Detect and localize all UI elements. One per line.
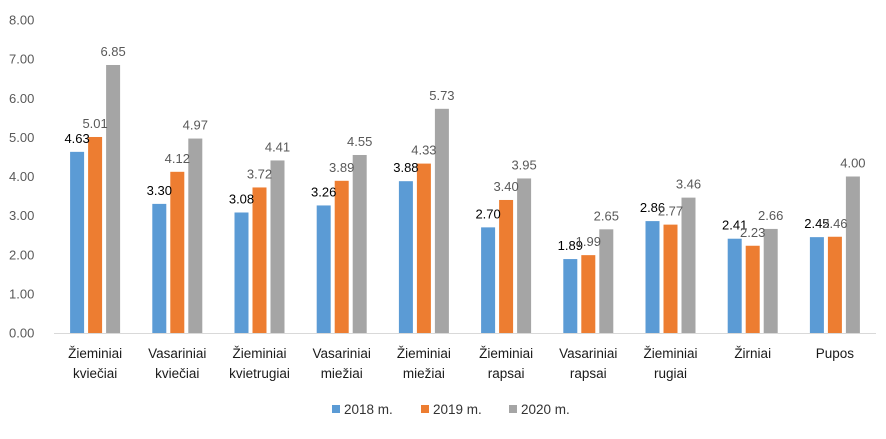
data-label: 2.70	[475, 206, 500, 221]
data-label: 1.89	[558, 238, 583, 253]
y-tick-label: 6.00	[9, 91, 34, 106]
category-label: Vasariniai kviečiai	[148, 346, 206, 381]
legend-swatch	[421, 405, 429, 413]
data-label: 4.97	[183, 118, 208, 133]
y-tick-label: 5.00	[9, 130, 34, 145]
data-label: 4.63	[64, 131, 89, 146]
bar-2018m	[727, 238, 742, 333]
data-label: 3.95	[511, 157, 536, 172]
y-tick-label: 4.00	[9, 169, 34, 184]
category-labels: Žieminiai kviečiai Vasariniai kviečiai Žiemi…	[68, 346, 854, 381]
category-label: Žieminiai kvietrugiai	[229, 346, 290, 381]
data-label: 4.00	[840, 156, 865, 171]
data-label: 3.88	[393, 160, 418, 175]
bar-2019m	[334, 180, 349, 333]
bar-2019m	[252, 187, 267, 333]
legend-swatch	[332, 405, 340, 413]
bar-2020m	[106, 64, 121, 334]
bar-2018m	[645, 221, 660, 333]
bar-2020m	[845, 176, 860, 333]
category-label: Žieminiai kviečiai	[68, 346, 122, 381]
data-label: 4.33	[411, 143, 436, 158]
bar-2019m	[416, 163, 431, 333]
bar-2018m	[234, 212, 249, 333]
data-label: 2.46	[822, 216, 847, 231]
bar-2019m	[827, 236, 842, 333]
category-label: Žieminiai rugiai	[643, 346, 697, 381]
bar-2020m	[517, 178, 532, 333]
data-label: 4.41	[265, 139, 290, 154]
data-label: 1.99	[576, 234, 601, 249]
category-label: Pupos	[816, 346, 855, 361]
data-label: 2.41	[722, 218, 747, 233]
bar-2018m	[809, 237, 824, 333]
data-label: 3.26	[311, 184, 336, 199]
data-label: 2.65	[594, 208, 619, 223]
data-label: 3.72	[247, 166, 272, 181]
y-tick-label: 0.00	[9, 326, 34, 341]
data-label: 2.23	[740, 225, 765, 240]
data-label: 3.08	[229, 191, 254, 206]
bar-2019m	[745, 245, 760, 333]
y-tick-label: 8.00	[9, 13, 34, 28]
y-tick-label: 3.00	[9, 208, 34, 223]
data-label: 3.89	[329, 160, 354, 175]
legend-label: 2019 m.	[433, 402, 482, 417]
legend-label: 2020 m.	[521, 402, 570, 417]
data-label: 2.45	[804, 216, 829, 231]
y-tick-label: 1.00	[9, 286, 34, 301]
bar-2018m	[563, 259, 578, 333]
category-label: Žieminiai miežiai	[397, 346, 451, 381]
y-axis-ticks: 0.00 1.00 2.00 3.00 4.00 5.00 6.00 7.00 8.00	[9, 13, 34, 341]
bar-2019m	[88, 136, 103, 333]
category-label: Žieminiai rapsai	[479, 346, 533, 381]
bar-2018m	[70, 151, 85, 333]
bar-2018m	[152, 203, 167, 333]
data-label: 2.86	[640, 200, 665, 215]
legend-label: 2018 m.	[344, 402, 393, 417]
bar-2020m	[270, 160, 285, 333]
y-tick-label: 7.00	[9, 52, 34, 67]
bar-2018m	[481, 227, 496, 333]
data-labels: 4.635.01 6.85 3.30 4.12 4.97 3.08 3.72 4.41 3.26…	[64, 44, 865, 253]
data-label: 4.12	[165, 151, 190, 166]
data-label: 2.77	[658, 204, 683, 219]
category-label: Vasariniai rapsai	[559, 346, 617, 381]
bar-2019m	[499, 199, 514, 333]
bar-2018m	[398, 181, 413, 333]
bar-2020m	[188, 138, 203, 333]
category-label: Vasariniai miežiai	[313, 346, 371, 381]
bar-2020m	[763, 228, 778, 333]
bar-2019m	[663, 224, 678, 333]
category-label: Žirniai	[734, 346, 771, 361]
bar-2020m	[599, 229, 614, 333]
data-label: 4.55	[347, 134, 372, 149]
y-tick-label: 2.00	[9, 247, 34, 262]
bars	[70, 64, 860, 334]
data-label: 2.66	[758, 208, 783, 223]
bar-2019m	[170, 171, 185, 333]
data-label: 3.40	[493, 179, 518, 194]
legend-swatch	[509, 405, 517, 413]
data-label: 6.85	[100, 44, 125, 59]
data-label: 5.73	[429, 88, 454, 103]
bar-2020m	[681, 197, 696, 333]
bar-2020m	[352, 154, 367, 333]
data-label: 3.46	[676, 177, 701, 192]
data-label: 3.30	[147, 183, 172, 198]
data-label: 5.01	[82, 116, 107, 131]
bar-2019m	[581, 255, 596, 333]
legend: 2018 m. 2019 m. 2020 m.	[332, 402, 570, 417]
bar-2020m	[434, 108, 449, 333]
bar-2018m	[316, 205, 331, 333]
